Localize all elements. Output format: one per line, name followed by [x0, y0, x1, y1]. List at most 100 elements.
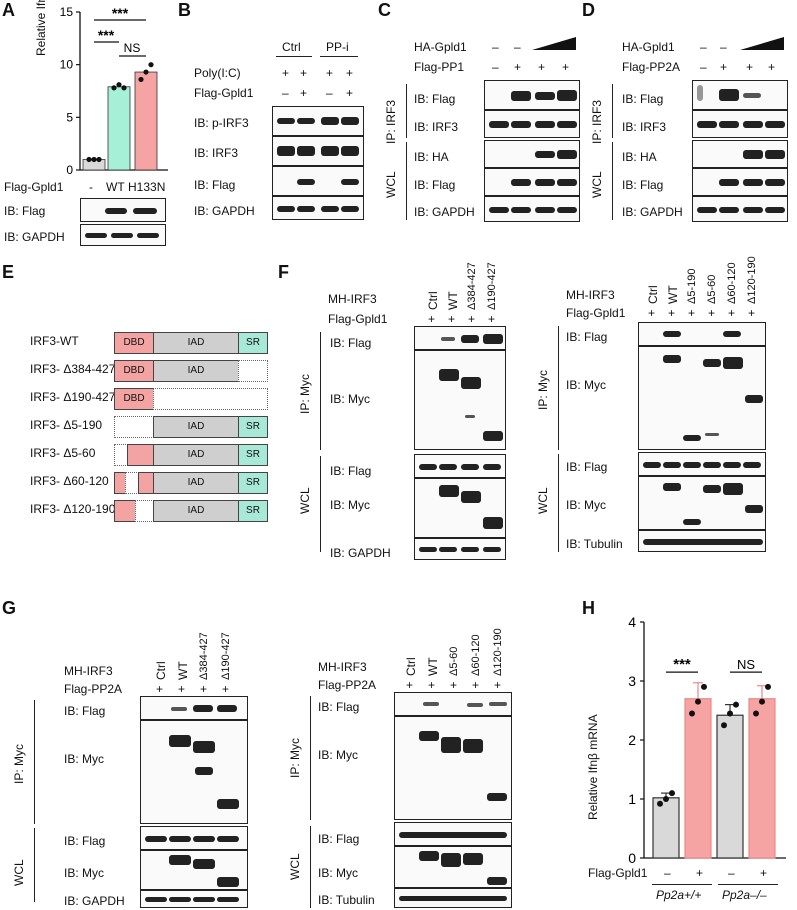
panel-b-blot-label: IB: Flag — [194, 178, 236, 192]
panel-g-right-lane: Ctrl — [404, 657, 418, 676]
construct-dbd: DBD — [114, 388, 154, 410]
panel-c-mark: – — [514, 40, 521, 54]
panel-d-mark: – — [720, 40, 727, 54]
panel-f-left-plus: + — [468, 312, 476, 326]
panel-a-bars — [82, 62, 158, 171]
construct-iad: IAD — [153, 332, 239, 354]
construct-label: IRF3- Δ120-190 — [30, 502, 116, 516]
panel-b-blot-label: IB: IRF3 — [194, 146, 239, 160]
panel-f-left-blot-label: IB: GAPDH — [330, 546, 391, 560]
panel-h-sig-text: NS — [737, 657, 755, 672]
panel-g-left-blot-label: IB: Flag — [64, 834, 106, 848]
panel-g-left-lane: Ctrl — [154, 661, 168, 680]
construct-sr: SR — [238, 472, 268, 494]
panel-c-blot-wcl-gapdh — [484, 196, 580, 222]
construct-deleted — [238, 360, 268, 382]
panel-c-gradient-triangle — [532, 37, 576, 50]
panel-g-right-blot-label: IB: Tubulin — [318, 893, 375, 907]
panel-h-point — [753, 710, 759, 717]
construct-deleted — [153, 388, 268, 410]
panel-a-point — [91, 156, 97, 163]
panel-g-left-lane: Δ384-427 — [198, 632, 210, 680]
panel-f-left-lane: Δ384-427 — [466, 262, 478, 310]
panel-g-left-blot-label: IB: Myc — [64, 752, 105, 766]
panel-f-right-plus: + — [748, 306, 756, 320]
panel-h-genotype-line — [718, 884, 778, 885]
panel-a-ytick-label: 0 — [66, 163, 73, 177]
panel-d-blot-ip-flag — [692, 80, 788, 110]
panel-b-mark: + — [282, 66, 290, 80]
panel-d-ip-bracket — [612, 84, 613, 138]
panel-g-left-row1: MH-IRF3 — [64, 664, 113, 678]
panel-g-left-blot-wcl-flag — [140, 826, 248, 850]
panel-d-row-label: Flag-PP2A — [622, 60, 681, 74]
panel-f-left-lane: Δ190-427 — [486, 262, 498, 310]
panel-h-cond: – — [728, 866, 735, 880]
panel-f-left-lane: Ctrl — [426, 291, 440, 310]
panel-label-c: C — [378, 0, 391, 20]
panel-f-left-lane: WT — [446, 291, 460, 310]
panel-c-blot-ip-irf3 — [484, 110, 580, 138]
panel-g-right-lane: Δ60-120 — [470, 634, 482, 676]
panel-b-mark: – — [326, 86, 333, 100]
construct-dbd-partial — [114, 500, 136, 522]
panel-d-mark: + — [746, 60, 754, 74]
panel-f-right-lane: Δ5-60 — [706, 274, 718, 304]
panel-a-cond-3: H133N — [128, 180, 166, 194]
panel-f-right-blot-label: IB: Flag — [566, 330, 608, 344]
panel-g-left-plus: + — [222, 682, 230, 696]
panel-h-point — [727, 710, 733, 717]
panel-g-right-plus: + — [406, 678, 414, 692]
panel-b-blot-flag — [272, 166, 364, 196]
panel-h-cond: – — [664, 866, 671, 880]
construct-iad: IAD — [153, 472, 239, 494]
panel-f-left-blot-wcl-myc — [414, 478, 506, 538]
panel-g-right-blot-label: IB: Myc — [318, 748, 359, 762]
construct-iad: IAD — [153, 500, 239, 522]
panel-g-right-blot-wcl-myc — [394, 846, 512, 888]
panel-c-mark: + — [514, 60, 522, 74]
construct-deleted — [135, 500, 154, 522]
panel-d-blot-wcl-flag — [692, 168, 788, 196]
panel-c-blot-ip-flag — [484, 80, 580, 110]
panel-g-left-blot-ip-myc — [140, 720, 248, 824]
panel-d-row-label: HA-Gpld1 — [622, 40, 675, 54]
panel-b-row-label: Poly(I:C) — [194, 66, 241, 80]
panel-c-blot-label: IB: GAPDH — [414, 205, 475, 219]
panel-d-ip-label: IP: IRF3 — [590, 99, 604, 144]
panel-f-left-blot-wcl-gapdh — [414, 538, 506, 560]
panel-g-right-lane: Δ120-190 — [492, 628, 504, 676]
panel-b-blot-pirf3 — [272, 106, 364, 136]
panel-f-left-plus: + — [488, 312, 496, 326]
panel-a-point — [86, 156, 92, 163]
panel-h-bar — [684, 698, 712, 859]
panel-b-group-line — [320, 56, 358, 57]
panel-f-right-blot-wcl-myc — [638, 476, 766, 530]
panel-a-sig-text: *** — [112, 5, 129, 21]
panel-g-right-wcl-bracket — [310, 826, 311, 908]
panel-d-blot-label: IB: GAPDH — [622, 205, 683, 219]
panel-g-right-ip: IP: Myc — [288, 737, 302, 778]
panel-h-point — [701, 683, 707, 690]
panel-f-left-ip: IP: Myc — [298, 373, 312, 414]
panel-g-left-lane: Δ190-427 — [220, 632, 232, 680]
panel-a-blot-label: IB: Flag — [4, 204, 46, 218]
panel-g-left-wcl-bracket — [34, 828, 35, 902]
panel-h-point — [733, 701, 739, 708]
panel-g-right-wcl: WCL — [288, 853, 302, 880]
panel-h-point — [695, 698, 701, 705]
panel-b-row-label: Flag-Gpld1 — [194, 86, 254, 100]
panel-a-ytick-label: 5 — [66, 110, 73, 124]
panel-c-ip-bracket — [406, 84, 407, 138]
panel-b-mark: – — [282, 86, 289, 100]
panel-g-right-blot-label: IB: Flag — [318, 832, 360, 846]
construct-deleted — [114, 444, 128, 466]
panel-c-blot-wcl-ha — [484, 140, 580, 168]
panel-b-group-ppi: PP-i — [326, 40, 349, 54]
panel-f-left-row2: Flag-Gpld1 — [328, 312, 388, 326]
panel-g-right-blot-wcl-flag — [394, 822, 512, 846]
panel-c-mark: + — [538, 60, 546, 74]
panel-h-genotype-line — [652, 884, 712, 885]
panel-b-group-line — [276, 56, 312, 57]
panel-a-blot-label: IB: GAPDH — [4, 230, 65, 244]
